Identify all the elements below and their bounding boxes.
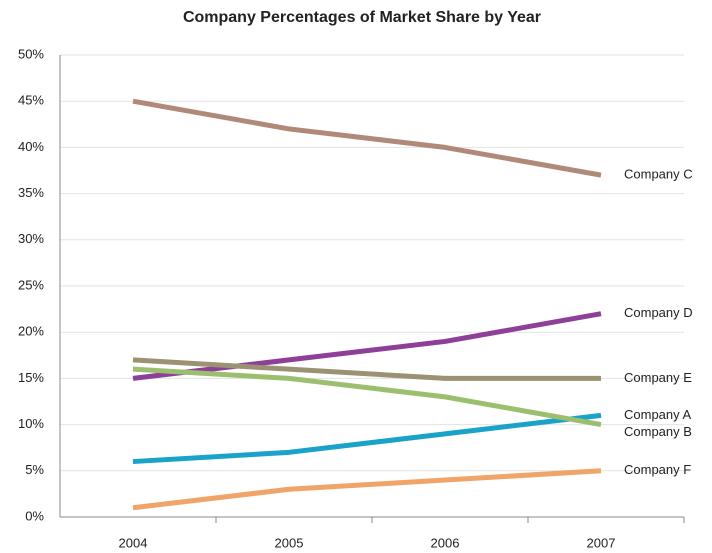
x-tick-label: 2006 (431, 535, 460, 550)
series-line (132, 468, 602, 511)
x-tick-label: 2005 (275, 535, 304, 550)
y-tick-label: 15% (18, 370, 44, 385)
legend-label: Company D (624, 305, 693, 320)
y-tick-label: 10% (18, 416, 44, 431)
series-line (132, 311, 602, 381)
y-tick-label: 5% (25, 462, 44, 477)
x-tick-label: 2007 (587, 535, 616, 550)
y-tick-label: 45% (18, 93, 44, 108)
chart-title: Company Percentages of Market Share by Y… (183, 9, 541, 26)
y-tick-label: 40% (18, 139, 44, 154)
series-line (132, 357, 601, 381)
y-tick-label: 30% (18, 231, 44, 246)
y-tick-label: 20% (18, 324, 44, 339)
series-line (132, 98, 602, 178)
y-tick-label: 0% (25, 508, 44, 523)
series-line (132, 412, 602, 465)
legend-label: Company E (624, 370, 692, 385)
legend-label: Company B (624, 424, 692, 439)
y-tick-label: 35% (18, 185, 44, 200)
legend-label: Company A (624, 407, 692, 422)
legend-label: Company F (624, 462, 691, 477)
y-tick-label: 50% (18, 46, 44, 61)
legend-label: Company C (624, 167, 693, 182)
x-tick-label: 2004 (119, 535, 148, 550)
y-tick-label: 25% (18, 277, 44, 292)
series-line (132, 366, 602, 428)
